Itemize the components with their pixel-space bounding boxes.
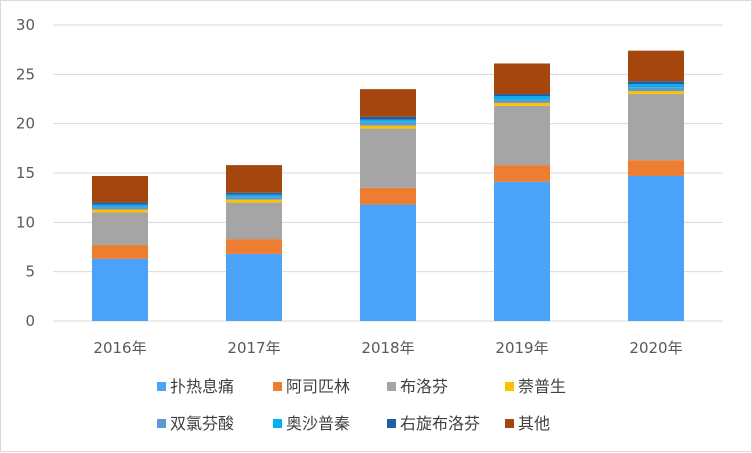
bar-segment <box>92 245 148 259</box>
legend-label: 阿司匹林 <box>286 377 350 396</box>
bar-segment <box>494 99 550 103</box>
legend-swatch <box>273 419 282 428</box>
legend-label: 布洛芬 <box>400 377 448 396</box>
bar-segment <box>628 81 684 85</box>
legend-item: 双氯芬酸 <box>157 414 234 433</box>
bar-segment <box>226 199 282 203</box>
legend-item: 扑热息痛 <box>157 377 234 396</box>
bar-segment <box>628 50 684 82</box>
legend-swatch <box>157 419 166 428</box>
x-axis-ticks: 2016年 2017年 2018年 2019年 2020年 <box>93 339 682 357</box>
legend-label: 双氯芬酸 <box>170 414 234 433</box>
legend-label: 右旋布洛芬 <box>400 414 480 433</box>
bar-segment <box>494 181 550 321</box>
bar-segment <box>494 63 550 95</box>
bar-segment <box>226 196 282 200</box>
bar-segment <box>360 187 416 205</box>
legend-label: 扑热息痛 <box>170 377 234 396</box>
bar-segment <box>92 202 148 205</box>
legend-item: 布洛芬 <box>387 377 448 396</box>
bar-segment <box>628 94 684 161</box>
legend-label: 其他 <box>518 414 550 433</box>
bar-segment <box>92 212 148 246</box>
y-tick-label: 15 <box>16 164 35 182</box>
legend-swatch <box>387 382 396 391</box>
bar-segment <box>226 253 282 321</box>
bar-segment <box>92 204 148 207</box>
y-tick-label: 25 <box>16 65 35 83</box>
bar-segment <box>494 105 550 166</box>
y-axis-ticks: 0 5 10 15 20 25 30 <box>16 16 35 330</box>
bar-segment <box>360 119 416 122</box>
bars <box>92 50 684 321</box>
bar-segment <box>226 194 282 197</box>
legend-swatch <box>157 382 166 391</box>
y-tick-label: 10 <box>16 213 35 231</box>
x-tick-label: 2018年 <box>361 339 414 357</box>
legend-swatch <box>273 382 282 391</box>
bar-segment <box>92 209 148 213</box>
x-tick-label: 2016年 <box>93 339 146 357</box>
bar-segment <box>360 116 416 120</box>
bar-segment <box>628 87 684 92</box>
bar-segment <box>226 192 282 195</box>
y-tick-label: 20 <box>16 115 35 133</box>
x-tick-label: 2017年 <box>227 339 280 357</box>
bar-segment <box>494 165 550 182</box>
y-tick-label: 5 <box>25 263 35 281</box>
x-tick-label: 2019年 <box>495 339 548 357</box>
legend-item: 萘普生 <box>505 377 566 396</box>
legend-item: 右旋布洛芬 <box>387 414 480 433</box>
x-tick-label: 2020年 <box>629 339 682 357</box>
legend-item: 奥沙普秦 <box>273 414 350 433</box>
bar-segment <box>628 175 684 321</box>
bar-segment <box>226 239 282 254</box>
bar-segment <box>360 128 416 188</box>
y-tick-label: 30 <box>16 16 35 34</box>
legend-item: 其他 <box>505 414 550 433</box>
bar-segment <box>494 96 550 99</box>
legend-swatch <box>505 382 514 391</box>
bar-segment <box>360 89 416 117</box>
bar-segment <box>628 91 684 95</box>
bar-segment <box>628 84 684 88</box>
bar-segment <box>628 160 684 176</box>
bar-segment <box>360 125 416 129</box>
legend-label: 奥沙普秦 <box>286 414 350 433</box>
y-tick-label: 0 <box>25 312 35 330</box>
bar-segment <box>360 121 416 126</box>
legend-swatch <box>387 419 396 428</box>
legend-swatch <box>505 419 514 428</box>
bar-segment <box>92 258 148 321</box>
legend-item: 阿司匹林 <box>273 377 350 396</box>
bar-segment <box>494 102 550 106</box>
bar-segment <box>92 175 148 203</box>
bar-segment <box>494 94 550 97</box>
bar-segment <box>92 206 148 210</box>
bar-segment <box>360 204 416 321</box>
legend-label: 萘普生 <box>518 377 566 396</box>
bar-segment <box>226 165 282 193</box>
bar-segment <box>226 202 282 240</box>
